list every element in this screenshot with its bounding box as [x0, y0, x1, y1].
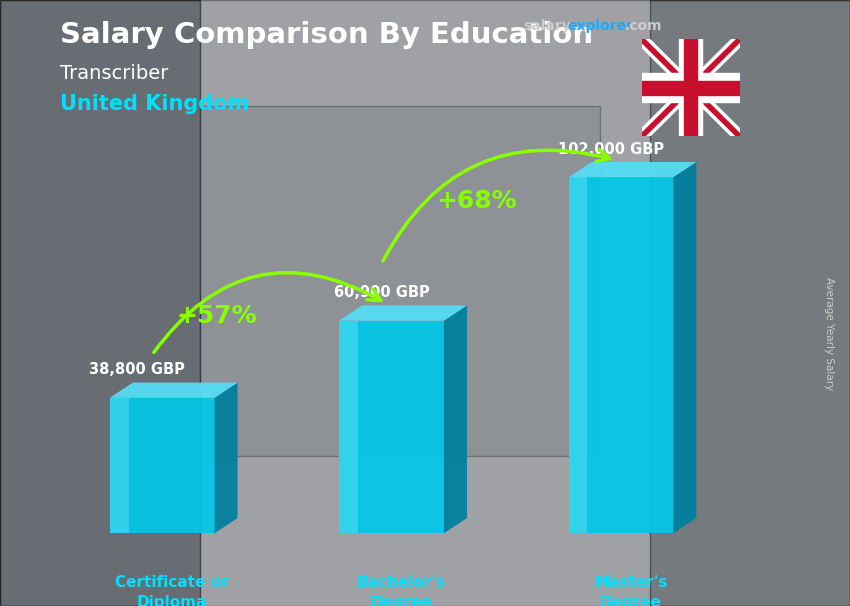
Text: 60,900 GBP: 60,900 GBP	[334, 285, 429, 300]
Polygon shape	[110, 398, 214, 533]
Text: United Kingdom: United Kingdom	[60, 94, 249, 114]
Polygon shape	[569, 177, 587, 533]
Text: Salary Comparison By Education: Salary Comparison By Education	[60, 21, 592, 49]
Text: Certificate or
Diploma: Certificate or Diploma	[116, 575, 229, 606]
FancyBboxPatch shape	[200, 106, 600, 456]
Bar	[684, 39, 697, 136]
Text: .com: .com	[625, 19, 662, 33]
Bar	[679, 39, 702, 136]
Text: 38,800 GBP: 38,800 GBP	[89, 362, 185, 378]
Polygon shape	[214, 382, 238, 533]
Bar	[642, 81, 740, 95]
Polygon shape	[339, 305, 467, 321]
Text: explorer: explorer	[568, 19, 634, 33]
Polygon shape	[569, 177, 673, 533]
Text: salary: salary	[523, 19, 570, 33]
Text: Transcriber: Transcriber	[60, 64, 167, 82]
Polygon shape	[673, 162, 696, 533]
Text: Average Yearly Salary: Average Yearly Salary	[824, 277, 834, 390]
Polygon shape	[339, 321, 444, 533]
Text: Bachelor's
Degree: Bachelor's Degree	[357, 575, 446, 606]
Polygon shape	[444, 305, 467, 533]
Bar	[642, 73, 740, 102]
Text: +68%: +68%	[436, 188, 517, 213]
Polygon shape	[110, 398, 128, 533]
FancyBboxPatch shape	[0, 0, 200, 606]
Text: +57%: +57%	[177, 304, 258, 328]
Text: Master's
Degree: Master's Degree	[594, 575, 668, 606]
Text: 102,000 GBP: 102,000 GBP	[558, 142, 664, 157]
Polygon shape	[110, 382, 238, 398]
FancyBboxPatch shape	[650, 0, 850, 606]
Polygon shape	[339, 321, 358, 533]
Polygon shape	[569, 162, 696, 177]
